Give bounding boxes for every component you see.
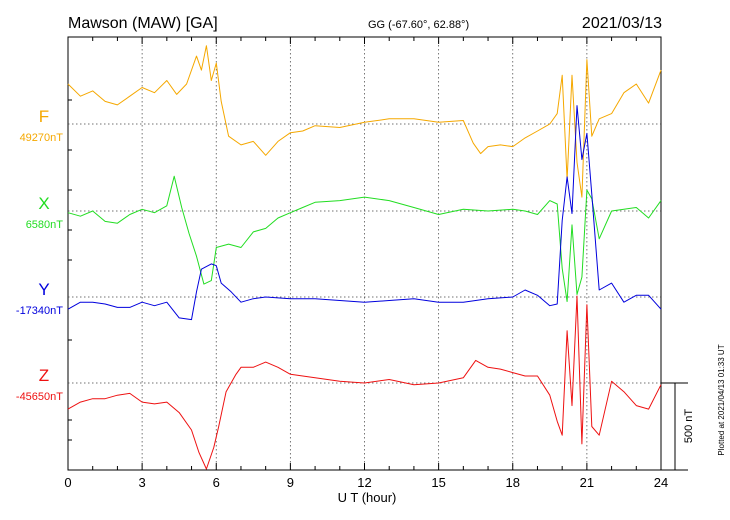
- x-tick-label: 12: [357, 475, 371, 490]
- scale-bar-label: 500 nT: [683, 409, 695, 444]
- x-tick-label: 18: [506, 475, 520, 490]
- x-tick-label: 9: [287, 475, 294, 490]
- series-name-x: X: [38, 194, 49, 213]
- x-tick-label: 21: [580, 475, 594, 490]
- scale-bar: [661, 382, 688, 471]
- x-tick-label: 15: [431, 475, 445, 490]
- plotted-at-note: Plotted at 2021/04/13 01:33 UT: [717, 344, 726, 455]
- date-label: 2021/03/13: [582, 15, 662, 32]
- series-name-z: Z: [39, 366, 49, 385]
- series-baseline-y: -17340nT: [16, 305, 63, 317]
- series-line-y: [67, 105, 662, 321]
- series-line-z: [67, 295, 662, 470]
- x-axis-ticks: 0 3 6 9 12 15 18 21 24: [64, 37, 668, 490]
- x-axis-label: U T (hour): [338, 490, 397, 505]
- x-tick-label: 3: [139, 475, 146, 490]
- coordinates-label: GG (-67.60°, 62.88°): [368, 19, 469, 31]
- series-line-x: [67, 175, 662, 302]
- x-tick-label: 0: [64, 475, 71, 490]
- series-name-y: Y: [38, 280, 49, 299]
- station-title: Mawson (MAW) [GA]: [68, 15, 218, 32]
- series-baseline-x: 6580nT: [26, 219, 64, 231]
- series-lines: [67, 45, 662, 470]
- series-baseline-f: 49270nT: [20, 132, 64, 144]
- x-tick-label: 6: [213, 475, 220, 490]
- series-line-f: [67, 45, 662, 198]
- gridlines: [141, 37, 588, 470]
- series-labels: F 49270nT X 6580nT Y -17340nT Z -45650nT: [16, 107, 63, 403]
- x-tick-label: 24: [654, 475, 668, 490]
- series-name-f: F: [39, 107, 49, 126]
- series-baseline-z: -45650nT: [16, 391, 63, 403]
